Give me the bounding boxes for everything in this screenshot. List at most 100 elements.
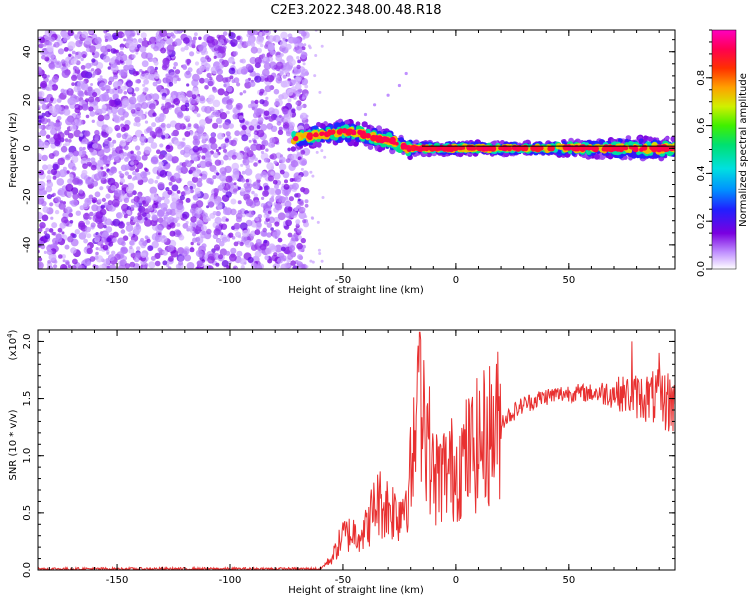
noise-cell [240, 68, 248, 75]
noise-cell [185, 197, 191, 203]
noise-cell [272, 231, 280, 239]
noise-cell [260, 171, 268, 178]
noise-cell [132, 136, 138, 142]
signal-cell [370, 134, 377, 142]
noise-cell [230, 139, 237, 147]
noise-cell [217, 132, 225, 140]
noise-cell [282, 62, 287, 68]
noise-cell [249, 56, 257, 65]
noise-cell [180, 191, 186, 196]
noise-cell [305, 93, 309, 97]
noise-cell [142, 83, 146, 87]
noise-cell [119, 178, 126, 184]
noise-cell [171, 184, 179, 192]
noise-cell [186, 58, 192, 64]
noise-cell [183, 186, 190, 192]
noise-cell [67, 41, 76, 50]
noise-cell [78, 146, 84, 151]
noise-cell [151, 240, 159, 249]
noise-cell [241, 134, 249, 142]
noise-cell [267, 43, 275, 51]
noise-cell [88, 106, 94, 112]
noise-cell [294, 207, 299, 212]
noise-cell [135, 122, 141, 127]
noise-cell [253, 131, 257, 135]
noise-cell [276, 121, 282, 126]
colorbar-gradient [711, 29, 737, 270]
noise-cell [162, 260, 168, 266]
noise-cell [194, 81, 199, 86]
noise-cell [46, 74, 50, 78]
noise-cell [61, 231, 65, 235]
noise-cell [404, 71, 408, 76]
noise-cell [107, 66, 112, 70]
noise-cell [48, 253, 57, 262]
noise-cell [269, 137, 276, 144]
noise-cell [149, 36, 157, 45]
noise-cell [253, 199, 261, 207]
noise-cell [43, 43, 47, 47]
noise-cell [50, 54, 55, 60]
noise-cell [167, 266, 172, 269]
noise-cell [137, 38, 143, 44]
noise-cell [85, 176, 94, 185]
noise-cell [100, 107, 107, 114]
noise-cell [159, 143, 164, 148]
noise-cell [253, 139, 257, 144]
noise-cell [289, 178, 294, 182]
noise-cell [231, 162, 240, 171]
noise-cell [45, 134, 51, 139]
noise-cell [296, 105, 302, 111]
noise-cell [106, 251, 110, 255]
noise-cell [185, 160, 192, 168]
noise-cell [207, 80, 214, 87]
noise-cell [228, 67, 236, 75]
noise-cell [79, 133, 84, 137]
noise-cell [225, 218, 229, 222]
noise-cell [86, 47, 91, 53]
noise-cell [192, 145, 200, 153]
noise-cell [77, 264, 85, 269]
signal-cell [639, 147, 644, 152]
noise-cell [72, 193, 79, 200]
noise-cell [108, 76, 115, 83]
noise-cell [247, 30, 256, 36]
noise-cell [195, 266, 200, 269]
noise-cell [189, 247, 195, 253]
noise-cell [135, 168, 140, 173]
noise-cell [97, 114, 105, 122]
noise-cell [254, 229, 261, 236]
noise-cell [291, 182, 299, 190]
noise-cell [103, 114, 110, 121]
noise-cell [145, 94, 153, 101]
noise-cell [219, 182, 226, 188]
noise-cell [38, 66, 43, 74]
noise-cell [167, 32, 172, 37]
noise-cell [196, 220, 204, 227]
noise-cell [54, 121, 61, 128]
noise-cell [302, 207, 306, 211]
noise-cell [82, 54, 87, 59]
noise-cell [259, 99, 265, 105]
noise-cell [88, 194, 94, 200]
noise-cell [268, 141, 275, 149]
noise-cell [254, 99, 259, 104]
noise-cell [141, 51, 148, 59]
noise-cell [151, 122, 157, 128]
noise-cell [286, 73, 291, 78]
noise-cell [154, 260, 161, 267]
noise-cell [273, 34, 281, 43]
noise-cell [58, 94, 63, 99]
noise-cell [157, 182, 165, 190]
noise-cell [136, 246, 141, 251]
noise-cell [235, 231, 241, 238]
signal-cell [304, 123, 310, 129]
noise-cell [279, 71, 284, 76]
noise-cell [84, 37, 92, 45]
noise-cell [248, 157, 255, 163]
noise-cell [192, 73, 200, 82]
noise-cell [160, 202, 168, 211]
noise-cell [63, 108, 71, 116]
noise-cell [275, 77, 282, 84]
